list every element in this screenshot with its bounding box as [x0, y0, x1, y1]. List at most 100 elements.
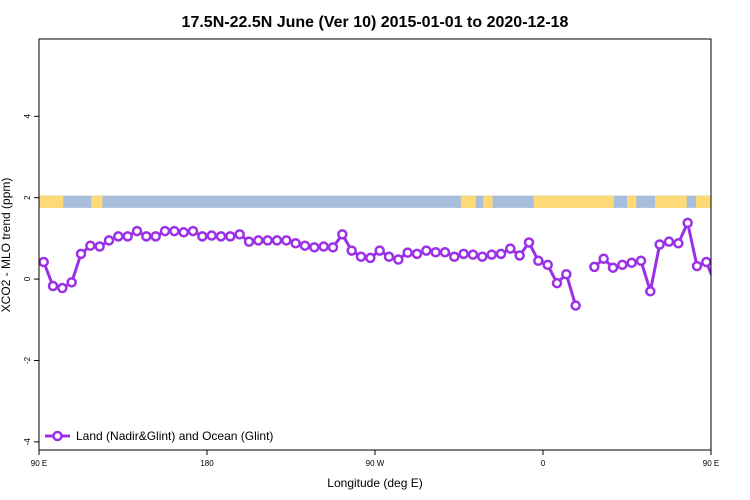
- data-point: [365, 252, 376, 264]
- data-point: [309, 242, 320, 253]
- data-point: [290, 238, 301, 249]
- data-point: [467, 249, 479, 260]
- data-point: [551, 277, 563, 289]
- data-point: [39, 256, 49, 268]
- data-point: [85, 240, 96, 251]
- data-point: [122, 231, 133, 242]
- chart-title: 17.5N-22.5N June (Ver 10) 2015-01-01 to …: [182, 14, 569, 31]
- data-point: [449, 251, 460, 262]
- data-point: [607, 262, 619, 273]
- data-point: [691, 260, 703, 272]
- data-point: [355, 251, 367, 262]
- data-point: [514, 250, 525, 261]
- legend: Land (Nadir&Glint) and Ocean (Glint): [45, 429, 273, 443]
- data-point: [141, 231, 152, 242]
- data-point: [523, 237, 535, 248]
- land-patch: [39, 195, 64, 208]
- data-point: [589, 261, 600, 273]
- data-point: [262, 235, 273, 246]
- x-axis-label: Longitude (deg E): [327, 476, 422, 490]
- y-tick-label: 0: [23, 276, 32, 281]
- y-tick-label: -4: [23, 438, 32, 446]
- data-point: [47, 280, 59, 292]
- data-point: [495, 248, 507, 260]
- land-patch: [483, 195, 493, 208]
- data-point: [682, 217, 693, 229]
- y-tick-label: 2: [23, 195, 32, 200]
- data-point: [663, 236, 675, 247]
- land-patch: [696, 195, 711, 208]
- series-line: [42, 229, 578, 306]
- data-point: [617, 259, 628, 271]
- data-point: [150, 231, 161, 242]
- land-patch: [460, 195, 476, 208]
- data-point: [281, 235, 292, 246]
- data-point: [710, 282, 711, 288]
- data-point: [253, 235, 264, 246]
- data-point: [271, 235, 283, 246]
- legend-entry-0: Land (Nadir&Glint) and Ocean (Glint): [76, 429, 273, 443]
- data-point: [383, 251, 395, 262]
- land-patch: [627, 195, 637, 208]
- data-point: [645, 286, 656, 297]
- data-point: [654, 239, 665, 250]
- y-axis-label: XCO2 - MLO trend (ppm): [0, 178, 13, 313]
- data-point: [113, 231, 124, 242]
- y-tick-label: 4: [23, 114, 32, 119]
- data-point: [187, 225, 199, 237]
- data-point: [159, 225, 171, 237]
- data-point: [299, 240, 311, 251]
- data-point: [318, 241, 329, 252]
- data-point: [103, 235, 115, 246]
- land-patch: [655, 195, 687, 208]
- data-point: [477, 251, 488, 262]
- x-tick-label: 90 E: [31, 459, 47, 468]
- land-patch: [91, 195, 103, 208]
- data-point: [439, 246, 451, 258]
- data-point: [402, 247, 413, 258]
- data-point: [327, 242, 339, 253]
- data-point: [626, 257, 637, 269]
- x-tick-label: 90 W: [366, 459, 385, 468]
- data-point: [430, 246, 441, 258]
- data-point: [421, 245, 432, 256]
- data-point: [206, 230, 217, 241]
- series-group: [39, 217, 748, 311]
- data-point: [598, 253, 609, 264]
- data-point: [635, 255, 647, 267]
- data-point: [542, 259, 553, 271]
- plot-frame: [38, 38, 712, 451]
- data-point: [570, 300, 581, 311]
- x-tick-label: 90 E: [703, 459, 719, 468]
- data-point: [337, 229, 348, 240]
- data-point: [197, 231, 208, 242]
- data-point: [740, 250, 748, 258]
- x-tick-label: 0: [541, 459, 546, 468]
- y-tick-label: -2: [23, 356, 32, 364]
- data-point: [234, 229, 245, 240]
- data-point: [169, 225, 180, 237]
- data-point: [374, 245, 385, 256]
- data-point: [131, 225, 143, 237]
- data-point: [178, 227, 189, 238]
- legend-marker: [52, 430, 63, 442]
- data-point: [458, 248, 469, 260]
- x-tick-label: 180: [200, 459, 214, 468]
- data-point: [561, 268, 572, 280]
- data-point: [505, 243, 516, 254]
- series-line: [593, 221, 711, 293]
- land-ocean-strip: [39, 195, 711, 208]
- data-point: [57, 282, 68, 294]
- data-point: [75, 248, 87, 260]
- data-point: [486, 249, 497, 260]
- data-point: [533, 255, 544, 267]
- land-patch: [533, 195, 614, 208]
- data-point: [243, 236, 255, 247]
- data-point: [215, 231, 227, 242]
- data-point: [673, 238, 684, 249]
- data-point: [346, 245, 357, 256]
- data-point: [411, 248, 423, 260]
- data-point: [225, 231, 236, 242]
- data-point: [730, 278, 738, 286]
